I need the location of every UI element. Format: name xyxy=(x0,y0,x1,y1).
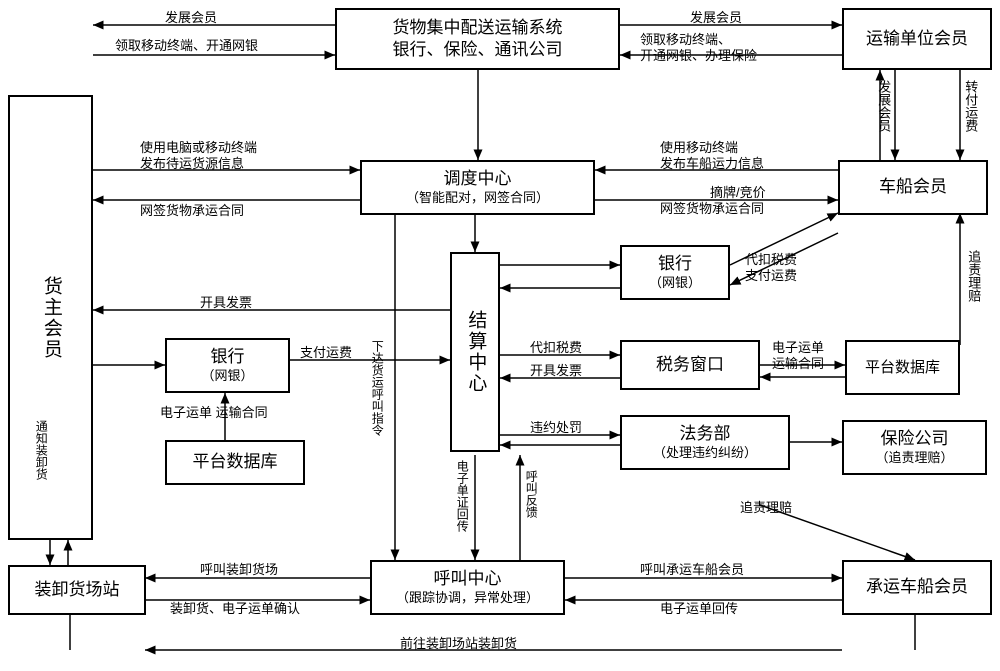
insurance-sub: （追责理赔） xyxy=(875,450,953,467)
db-left-title: 平台数据库 xyxy=(193,451,278,473)
settlement-title: 结算中心 xyxy=(463,310,488,394)
label-call-feedback: 呼叫反馈 xyxy=(524,470,537,518)
label-issue-invoice-l: 开具发票 xyxy=(200,295,252,311)
label-dispatch-order: 下达货运呼叫指令 xyxy=(370,340,383,436)
legal-sub: （处理违约纠纷） xyxy=(653,445,757,462)
label-dev-member-l: 发展会员 xyxy=(165,10,217,26)
label-publish-l1: 使用电脑或移动终端 xyxy=(140,140,257,156)
cargo-owner-title: 货主会员 xyxy=(38,276,63,360)
dispatch-sub: （智能配对，网签合同） xyxy=(406,190,549,207)
node-dispatch: 调度中心 （智能配对，网签合同） xyxy=(360,160,595,215)
label-claim-r: 追责理赔 xyxy=(966,250,980,302)
label-transfer-fee: 转付运费 xyxy=(963,80,977,132)
top-system-sub: 银行、保险、通讯公司 xyxy=(393,39,563,61)
carrier-title: 承运车船会员 xyxy=(866,576,968,598)
bank-right-title: 银行 xyxy=(658,253,692,275)
label-terminal-r2: 开通网银、办理保险 xyxy=(640,48,757,64)
label-publish-r2: 发布车船运力信息 xyxy=(660,156,764,172)
label-claim2: 追责理赔 xyxy=(740,500,792,516)
top-system-title: 货物集中配送运输系统 xyxy=(393,17,563,39)
label-dev-member-v: 发展会员 xyxy=(876,80,890,132)
label-deduct-tax-r: 代扣税费 xyxy=(745,252,797,268)
node-vehicle-member: 车船会员 xyxy=(838,160,988,215)
node-transport-unit: 运输单位会员 xyxy=(842,8,992,70)
label-pay-fee-l: 支付运费 xyxy=(300,345,352,361)
node-cargo-owner: 货主会员 xyxy=(8,95,93,540)
label-goto-load: 前往装卸场站装卸货 xyxy=(400,636,517,652)
node-insurance: 保险公司 （追责理赔） xyxy=(842,420,987,475)
label-call-carrier: 呼叫承运车船会员 xyxy=(640,562,744,578)
label-edoc-return: 电子单证回传 xyxy=(455,460,468,532)
vehicle-title: 车船会员 xyxy=(879,176,947,198)
label-bid-r1: 摘牌/竞价 xyxy=(710,185,766,201)
node-settlement: 结算中心 xyxy=(450,252,500,452)
label-deduct-tax2: 代扣税费 xyxy=(530,340,582,356)
label-notify-load: 通知装卸货 xyxy=(34,420,47,480)
label-terminal-r: 领取移动终端、 xyxy=(640,32,731,48)
label-violation: 违约处罚 xyxy=(530,420,582,436)
label-call-yard: 呼叫装卸货场 xyxy=(200,562,278,578)
node-tax: 税务窗口 xyxy=(620,340,760,390)
node-bank-left: 银行 （网银） xyxy=(165,338,290,393)
label-publish-r1: 使用移动终端 xyxy=(660,140,738,156)
db-right-title: 平台数据库 xyxy=(865,358,940,378)
legal-title: 法务部 xyxy=(680,423,731,445)
call-center-sub: （跟踪协调，异常处理） xyxy=(396,590,539,607)
node-top-system: 货物集中配送运输系统 银行、保险、通讯公司 xyxy=(335,8,620,70)
node-db-right: 平台数据库 xyxy=(845,340,960,395)
label-dev-member-r: 发展会员 xyxy=(690,10,742,26)
tax-title: 税务窗口 xyxy=(656,354,724,376)
transport-unit-title: 运输单位会员 xyxy=(866,28,968,50)
label-ewaybill-l: 电子运单 运输合同 xyxy=(160,405,268,421)
bank-right-sub: （网银） xyxy=(649,275,701,292)
label-load-confirm: 装卸货、电子运单确认 xyxy=(170,601,300,617)
label-ewaybill-r2: 运输合同 xyxy=(772,356,824,372)
bank-left-title: 银行 xyxy=(211,346,245,368)
label-terminal-l: 领取移动终端、开通网银 xyxy=(115,38,258,54)
bank-left-sub: （网银） xyxy=(201,368,253,385)
label-sign-l: 网签货物承运合同 xyxy=(140,203,244,219)
node-call-center: 呼叫中心 （跟踪协调，异常处理） xyxy=(370,560,565,615)
node-carrier-member: 承运车船会员 xyxy=(842,560,992,615)
label-pay-fee-r: 支付运费 xyxy=(745,268,797,284)
label-issue-invoice2: 开具发票 xyxy=(530,363,582,379)
insurance-title: 保险公司 xyxy=(881,428,949,450)
label-bid-r2: 网签货物承运合同 xyxy=(660,201,764,217)
node-bank-right: 银行 （网银） xyxy=(620,245,730,300)
label-publish-l2: 发布待运货源信息 xyxy=(140,156,244,172)
node-legal: 法务部 （处理违约纠纷） xyxy=(620,415,790,470)
label-ewaybill-r1: 电子运单 xyxy=(772,340,824,356)
loading-title: 装卸货场站 xyxy=(35,579,120,601)
label-ewaybill-return: 电子运单回传 xyxy=(660,601,738,617)
call-center-title: 呼叫中心 xyxy=(434,568,502,590)
node-loading-station: 装卸货场站 xyxy=(8,565,146,615)
node-db-left: 平台数据库 xyxy=(165,440,305,485)
dispatch-title: 调度中心 xyxy=(444,168,512,190)
